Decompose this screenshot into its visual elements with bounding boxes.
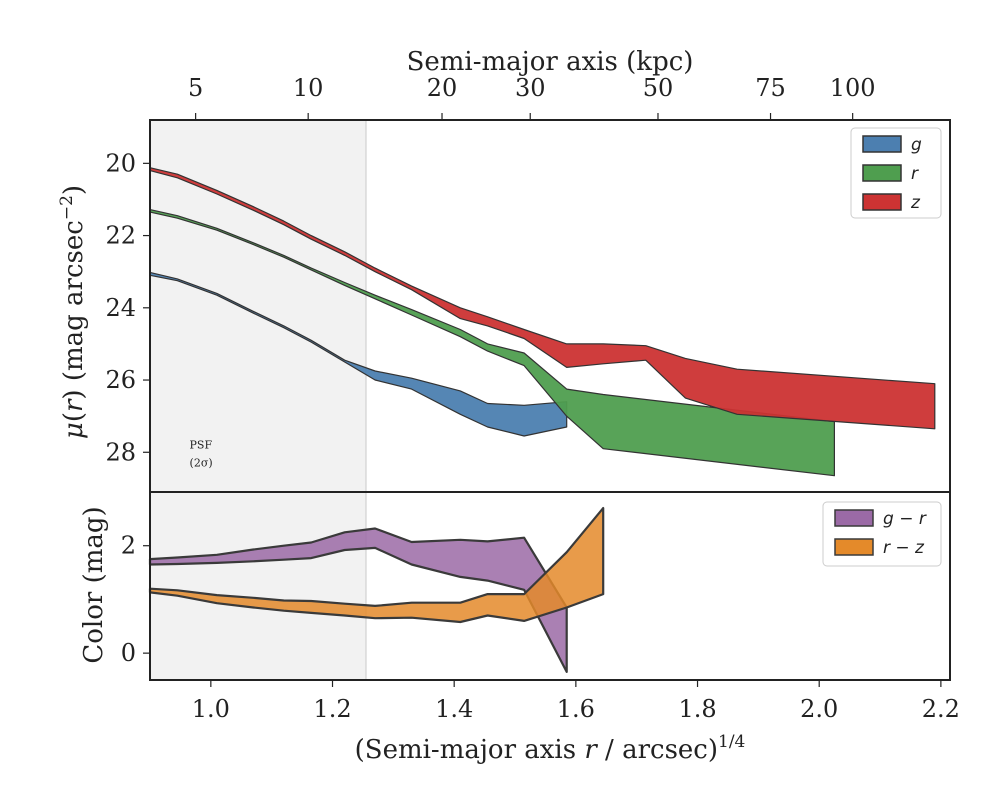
x-tick-label: 2.2 xyxy=(922,695,960,723)
legend-label: z xyxy=(910,193,921,213)
profile-bands xyxy=(149,167,936,477)
band-g xyxy=(149,271,568,437)
psf-shaded-region xyxy=(150,120,366,680)
color-y-axis-label: Color (mag) xyxy=(79,506,109,663)
legend-swatch xyxy=(862,193,902,211)
band-r xyxy=(149,209,836,477)
x-tick-label: 1.2 xyxy=(313,695,351,723)
profile-legend: grz xyxy=(850,127,942,219)
profile-y-tick-label: 28 xyxy=(105,438,136,466)
profile-y-axis-label: μ(r) (mag arcsec−2) xyxy=(57,185,89,439)
top-x-tick-label: 75 xyxy=(755,74,786,102)
band-rz xyxy=(148,507,605,624)
axis-ticks: 1.0 1.2 1.4 1.6 1.8 2.0 2.25 10 20 30 50 75 10020222… xyxy=(105,74,960,723)
top-x-tick-label: 100 xyxy=(830,74,876,102)
top-axis-label: Semi-major axis (kpc) xyxy=(407,47,694,77)
legend-label: r xyxy=(911,164,919,184)
color-y-tick-label: 0 xyxy=(121,639,136,667)
legend-label: g xyxy=(911,135,922,155)
profile-y-tick-label: 20 xyxy=(105,149,136,177)
legend-swatch xyxy=(862,135,902,153)
color-y-tick-label: 2 xyxy=(121,532,136,560)
band-z xyxy=(149,167,936,430)
x-tick-label: 1.4 xyxy=(435,695,473,723)
x-axis-label: (Semi-major axis r / arcsec)1/4 xyxy=(355,732,746,765)
top-x-tick-label: 30 xyxy=(515,74,546,102)
top-x-tick-label: 5 xyxy=(188,74,203,102)
x-tick-label: 1.0 xyxy=(192,695,230,723)
band-gr xyxy=(148,527,568,674)
x-tick-label: 1.8 xyxy=(678,695,716,723)
profile-y-tick-label: 24 xyxy=(105,294,136,322)
top-x-tick-label: 50 xyxy=(643,74,674,102)
psf-label-line2: (2σ) xyxy=(190,457,213,470)
legend-label: r − z xyxy=(883,538,925,558)
legend-swatch xyxy=(862,164,902,182)
legend-swatch xyxy=(834,509,874,527)
x-tick-label: 2.0 xyxy=(800,695,838,723)
top-x-tick-label: 20 xyxy=(427,74,458,102)
legend-label: g − r xyxy=(883,509,927,529)
color-legend: g − r r − z xyxy=(822,501,942,567)
color-bands xyxy=(148,507,605,674)
psf-label-line1: PSF xyxy=(190,439,213,452)
legend-swatch xyxy=(834,538,874,556)
profile-y-tick-label: 26 xyxy=(105,366,136,394)
top-x-tick-label: 10 xyxy=(293,74,324,102)
x-tick-label: 1.6 xyxy=(557,695,595,723)
color-panel-frame xyxy=(149,491,951,681)
profile-y-tick-label: 22 xyxy=(105,222,136,250)
